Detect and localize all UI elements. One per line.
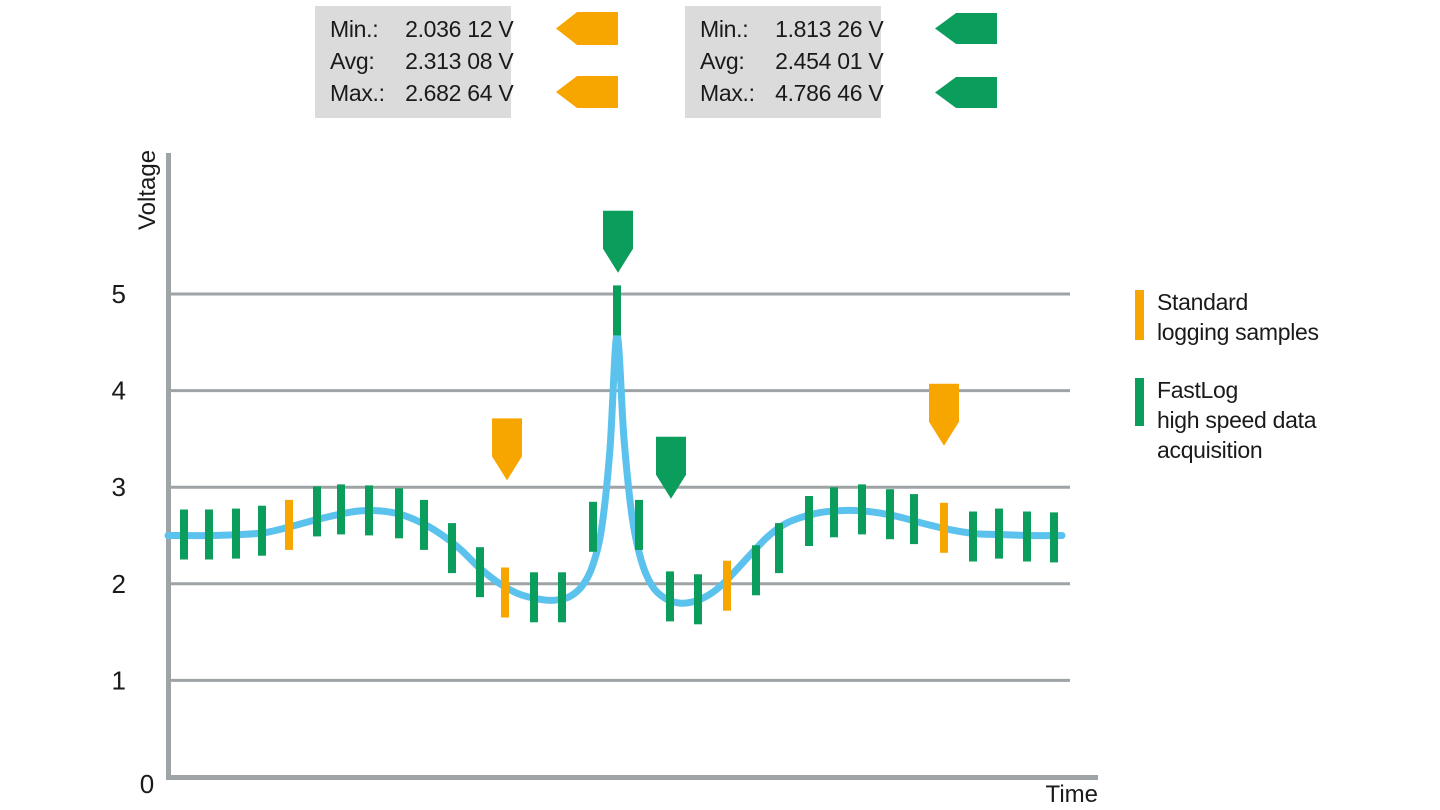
fastlog-min-marker-icon — [656, 436, 686, 499]
standard-sample-bar — [501, 567, 509, 618]
fastlog-sample-bar — [886, 489, 894, 540]
fastlog-sample-bar — [180, 509, 188, 560]
legend-line: high speed data — [1157, 407, 1317, 433]
standard-max-marker-icon — [929, 383, 959, 446]
x-axis-title: Time — [1046, 781, 1098, 808]
fastlog-avg-row: Avg: 2.454 01 V — [700, 45, 884, 77]
standard-sample-bar — [940, 502, 948, 553]
fastlog-sample-bar — [337, 484, 345, 535]
fastlog-sample-bar — [258, 505, 266, 556]
legend-item-standard: Standard logging samples — [1135, 287, 1365, 347]
standard-min-marker-icon — [492, 418, 522, 481]
fastlog-sample-bar — [448, 523, 456, 574]
fastlog-sample-bar — [910, 494, 918, 545]
y-tick-label: 2 — [112, 569, 126, 599]
fastlog-sample-bar — [858, 484, 866, 535]
legend-line: logging samples — [1157, 319, 1319, 345]
fastlog-sample-bar — [589, 501, 597, 552]
fastlog-sample-bar — [232, 508, 240, 559]
chart-legend: Standard logging samples FastLog high sp… — [1135, 287, 1365, 493]
stat-value: 4.786 46 V — [775, 80, 884, 106]
stat-label: Avg: — [700, 48, 745, 74]
fastlog-sample-bar — [969, 511, 977, 562]
legend-line: Standard — [1157, 289, 1248, 315]
fastlog-sample-bar — [1023, 511, 1031, 562]
legend-label: Standard logging samples — [1157, 287, 1319, 347]
fastlog-sample-bar — [752, 545, 760, 596]
fastlog-max-row: Max.: 4.786 46 V — [700, 77, 884, 109]
standard-min-row: Min.: 2.036 12 V — [330, 13, 514, 45]
fastlog-sample-bar — [420, 499, 428, 550]
legend-label: FastLog high speed data acquisition — [1157, 375, 1317, 465]
standard-sample-swatch-icon — [1135, 290, 1144, 340]
y-axis-title: Voltage — [134, 150, 161, 230]
fastlog-sample-bar — [995, 508, 1003, 559]
y-tick-label: 3 — [112, 472, 126, 502]
fastlog-sample-bar — [805, 496, 813, 546]
fastlog-sample-bar — [613, 285, 621, 336]
fastlog-sample-bar — [530, 572, 538, 623]
fastlog-sample-bar — [313, 486, 321, 537]
fastlog-sample-bar — [694, 574, 702, 625]
legend-item-fastlog: FastLog high speed data acquisition — [1135, 375, 1365, 465]
fastlog-sample-bar — [395, 488, 403, 539]
fastlog-min-row: Min.: 1.813 26 V — [700, 13, 884, 45]
fastlog-sample-swatch-icon — [1135, 378, 1144, 426]
fastlog-sample-bar — [830, 487, 838, 538]
fastlog-sample-bar — [635, 499, 643, 550]
voltage-curve — [164, 331, 1066, 607]
y-tick-label: 1 — [112, 665, 126, 695]
y-tick-label: 4 — [112, 376, 126, 406]
stat-label: Max.: — [700, 80, 755, 106]
stat-value: 2.313 08 V — [405, 48, 514, 74]
fastlog-sample-bar — [775, 523, 783, 574]
stat-label: Avg: — [330, 48, 375, 74]
stat-value: 2.454 01 V — [775, 48, 884, 74]
stat-value: 2.036 12 V — [405, 16, 514, 42]
stat-label: Max.: — [330, 80, 385, 106]
fastlog-sample-bar — [1050, 512, 1058, 563]
standard-max-row: Max.: 2.682 64 V — [330, 77, 514, 109]
fastlog-sample-bar — [205, 509, 213, 560]
standard-sample-bar — [723, 560, 731, 611]
stat-value: 2.682 64 V — [405, 80, 514, 106]
standard-avg-row: Avg: 2.313 08 V — [330, 45, 514, 77]
fastlog-stats-box: Min.: 1.813 26 V Avg: 2.454 01 V Max.: 4… — [685, 6, 884, 118]
standard-stats-box: Min.: 2.036 12 V Avg: 2.313 08 V Max.: 2… — [315, 6, 514, 118]
legend-line: acquisition — [1157, 437, 1263, 463]
standard-sample-bar — [285, 499, 293, 550]
fastlog-sample-bar — [365, 485, 373, 536]
fastlog-sample-bar — [476, 547, 484, 598]
stat-value: 1.813 26 V — [775, 16, 884, 42]
y-tick-label: 0 — [140, 769, 154, 799]
fastlog-max-marker-icon — [603, 210, 633, 273]
stat-label: Min.: — [330, 16, 379, 42]
y-tick-label: 5 — [112, 279, 126, 309]
fastlog-sample-bar — [666, 571, 674, 622]
legend-line: FastLog — [1157, 377, 1239, 403]
stat-label: Min.: — [700, 16, 749, 42]
fastlog-sample-bar — [558, 572, 566, 623]
